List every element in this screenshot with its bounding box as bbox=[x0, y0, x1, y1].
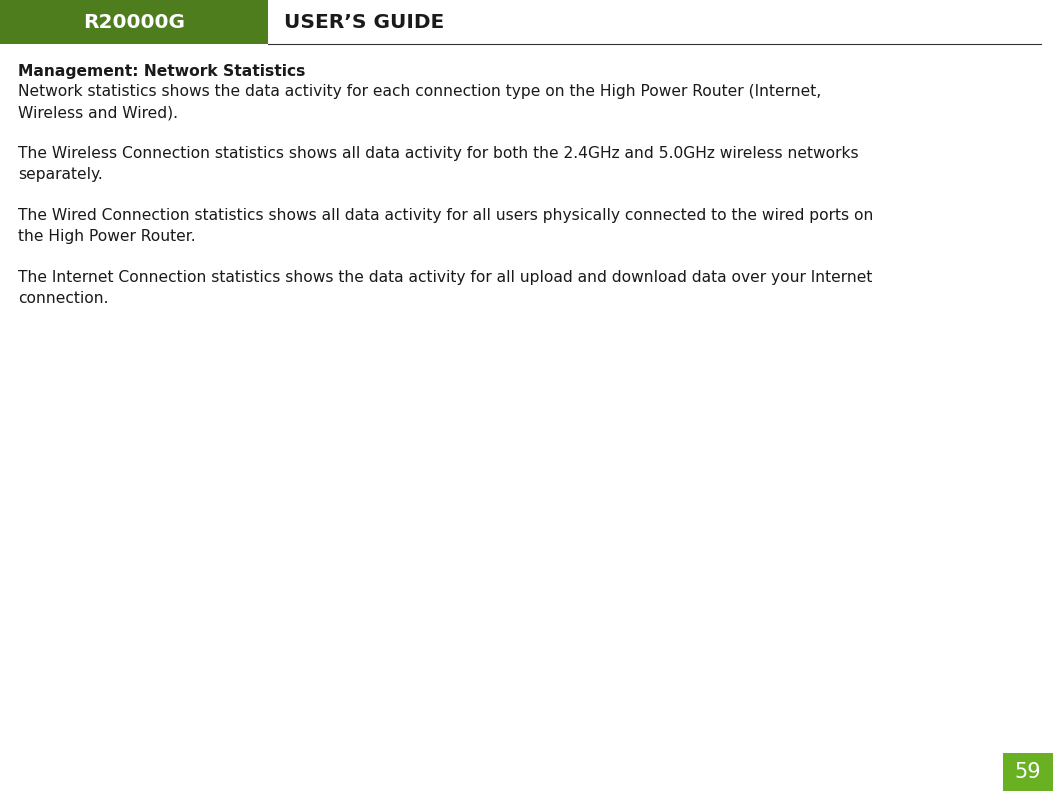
Text: Management: Network Statistics: Management: Network Statistics bbox=[18, 64, 305, 79]
Text: connection.: connection. bbox=[18, 291, 108, 306]
Text: separately.: separately. bbox=[18, 167, 103, 182]
Text: The Wireless Connection statistics shows all data activity for both the 2.4GHz a: The Wireless Connection statistics shows… bbox=[18, 146, 858, 161]
Bar bbox=[1004, 753, 1053, 791]
Text: USER’S GUIDE: USER’S GUIDE bbox=[284, 13, 444, 32]
Text: 59: 59 bbox=[1015, 762, 1041, 782]
Bar bbox=[0, 0, 269, 44]
Text: The Wired Connection statistics shows all data activity for all users physically: The Wired Connection statistics shows al… bbox=[18, 208, 873, 223]
Text: the High Power Router.: the High Power Router. bbox=[18, 229, 196, 244]
Text: The Internet Connection statistics shows the data activity for all upload and do: The Internet Connection statistics shows… bbox=[18, 270, 872, 285]
Text: Network statistics shows the data activity for each connection type on the High : Network statistics shows the data activi… bbox=[18, 84, 821, 99]
Text: R20000G: R20000G bbox=[83, 13, 185, 32]
Text: Wireless and Wired).: Wireless and Wired). bbox=[18, 105, 178, 120]
